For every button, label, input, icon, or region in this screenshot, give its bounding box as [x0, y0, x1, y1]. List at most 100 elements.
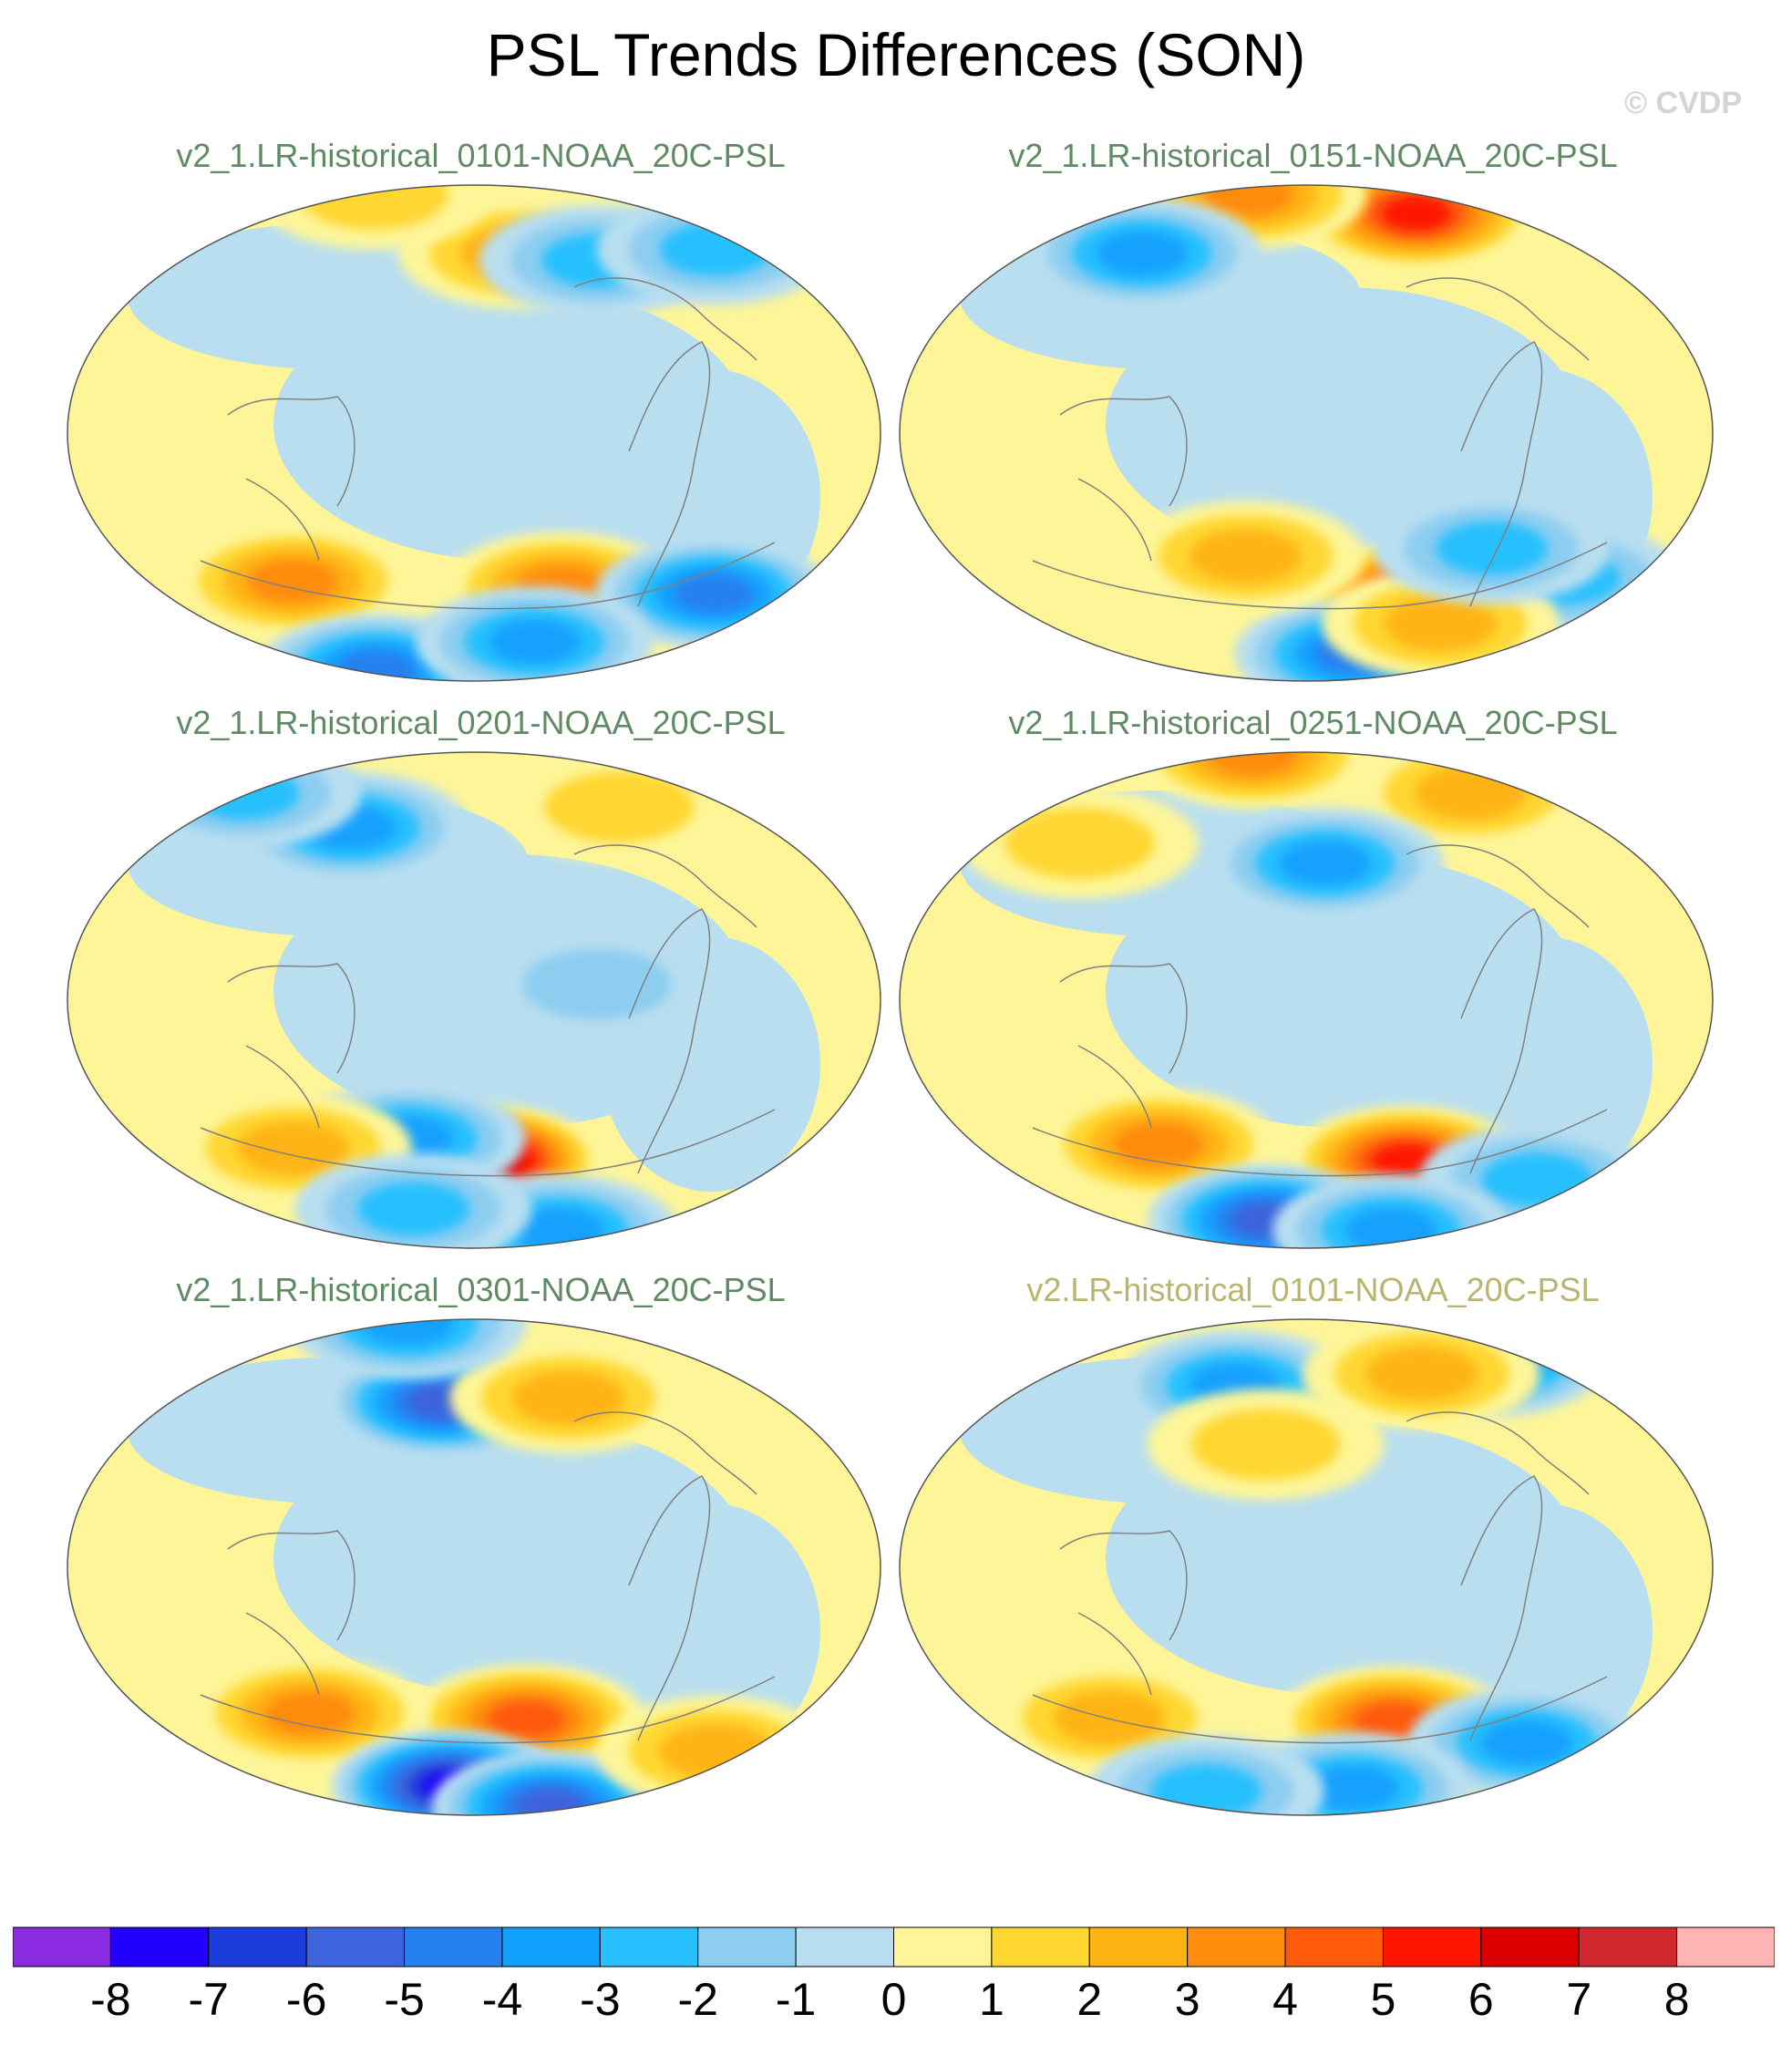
colorbar-swatch	[599, 1926, 699, 1968]
panel-title: v2_1.LR-historical_0101-NOAA_20C-PSL	[176, 137, 786, 174]
colorbar-tick-label: 5	[1370, 1974, 1396, 2025]
panel-title: v2.LR-historical_0101-NOAA_20C-PSL	[1026, 1271, 1600, 1308]
anomaly-contour	[1480, 1720, 1572, 1765]
coastline	[1032, 542, 1608, 610]
coastline	[1460, 341, 1543, 607]
coastline	[573, 1411, 757, 1495]
credit-text: © CVDP	[1624, 86, 1742, 120]
colorbar-tick-label: 4	[1272, 1974, 1298, 2025]
coastline	[573, 277, 757, 361]
map-panel: v2_1.LR-historical_0101-NOAA_20C-PSL	[64, 137, 898, 702]
colorbar-tick-label: -4	[481, 1974, 523, 2025]
anomaly-contour	[1307, 1765, 1399, 1811]
coastline	[1077, 1045, 1152, 1129]
anomaly-contour	[1149, 1763, 1262, 1815]
anomaly-contour	[237, 1121, 350, 1176]
colorbar-swatch	[305, 1926, 406, 1968]
world-map	[899, 1318, 1714, 1816]
coastline	[245, 478, 320, 562]
anomaly-contour	[1279, 841, 1371, 886]
colorbar-swatch	[1578, 1926, 1678, 1968]
colorbar-swatch	[1187, 1926, 1286, 1968]
coastline	[1460, 908, 1543, 1174]
anomaly-contour	[1113, 1121, 1205, 1167]
anomaly-contour	[1365, 1347, 1478, 1401]
colorbar-swatch	[208, 1926, 307, 1968]
colorbar-swatch	[697, 1926, 797, 1968]
colorbar-swatch	[109, 1926, 210, 1968]
anomaly-contour	[187, 766, 300, 821]
anomaly-contour	[362, 1319, 454, 1347]
coastline	[245, 1612, 320, 1696]
coastline	[1460, 1475, 1543, 1741]
colorbar-swatch	[893, 1926, 993, 1968]
colorbar-tick-label: -8	[90, 1974, 131, 2025]
figure-title: PSL Trends Differences (SON)	[486, 21, 1306, 88]
anomaly-contour	[515, 1789, 585, 1815]
world-map	[899, 751, 1714, 1249]
world-map	[67, 1318, 881, 1816]
coastline	[1406, 277, 1590, 361]
anomaly-contour	[298, 185, 448, 230]
anomaly-contour	[1202, 185, 1294, 217]
map-panel: v2_1.LR-historical_0151-NOAA_20C-PSL	[896, 137, 1730, 702]
coastline	[1077, 478, 1152, 562]
anomaly-contour	[357, 1182, 470, 1236]
colorbar-tick-label: 1	[978, 1974, 1004, 2025]
coastline	[628, 908, 711, 1174]
anomaly-contour	[659, 1724, 772, 1779]
coastline	[245, 1045, 320, 1129]
colorbar-tick-label: -1	[775, 1974, 817, 2025]
anomaly-contour	[1097, 231, 1189, 276]
coastline	[1059, 396, 1188, 507]
colorbar-tick-label: -3	[580, 1974, 621, 2025]
anomaly-contour	[1190, 1409, 1341, 1481]
coastline	[628, 1475, 711, 1741]
coastline	[1077, 1612, 1152, 1696]
anomaly-contour	[487, 1699, 566, 1739]
colorbar: -8 -7 -6 -5 -4 -3 -2 -1 0 1 2 3 4 5 6 7 8	[13, 1887, 1775, 2025]
colorbar-swatch	[1382, 1926, 1482, 1968]
coastline	[1406, 844, 1590, 928]
panel-title: v2_1.LR-historical_0151-NOAA_20C-PSL	[1008, 137, 1618, 174]
panel-title: v2_1.LR-historical_0201-NOAA_20C-PSL	[176, 704, 786, 741]
coastline	[1406, 1411, 1590, 1495]
colorbar-swatch	[404, 1926, 503, 1968]
colorbar-tick-label: -6	[285, 1974, 327, 2025]
colorbar-swatches	[13, 1926, 1775, 1968]
world-map	[899, 184, 1714, 682]
colorbar-swatch	[795, 1926, 894, 1968]
coastline	[200, 1676, 776, 1744]
anomaly-contour	[1481, 1152, 1594, 1207]
anomaly-contour	[489, 619, 581, 665]
map-panel: v2_1.LR-historical_0201-NOAA_20C-PSL	[64, 704, 898, 1269]
coastline	[200, 542, 776, 610]
coastline	[1059, 963, 1188, 1074]
anomaly-contour	[156, 752, 331, 835]
colorbar-tick-label: -7	[188, 1974, 229, 2025]
colorbar-tick-label: 7	[1566, 1974, 1592, 2025]
colorbar-swatch	[1480, 1926, 1580, 1968]
anomaly-contour	[659, 222, 772, 276]
map-panel: v2_1.LR-historical_0251-NOAA_20C-PSL	[896, 704, 1730, 1269]
anomaly-contour	[544, 771, 695, 843]
anomaly-contour	[1053, 1690, 1166, 1746]
anomaly-contour	[512, 1370, 624, 1425]
colorbar-tick-label: 6	[1468, 1974, 1494, 2025]
colorbar-tick-label: 8	[1663, 1974, 1690, 2025]
coastline	[227, 963, 355, 1074]
colorbar-swatch	[13, 1926, 111, 1968]
colorbar-swatch	[501, 1926, 601, 1968]
anomaly-contour	[1436, 522, 1548, 576]
anomaly-contour	[1004, 807, 1155, 879]
anomaly-contour	[263, 1690, 355, 1736]
world-map	[67, 751, 881, 1249]
colorbar-swatch	[1676, 1926, 1775, 1968]
colorbar-swatch	[991, 1926, 1090, 1968]
world-map	[67, 184, 881, 682]
anomaly-contour	[1384, 596, 1497, 651]
colorbar-swatch	[1088, 1926, 1189, 1968]
coastline	[1032, 1109, 1608, 1177]
colorbar-tick-label: -2	[677, 1974, 718, 2025]
coastline	[1032, 1676, 1608, 1744]
